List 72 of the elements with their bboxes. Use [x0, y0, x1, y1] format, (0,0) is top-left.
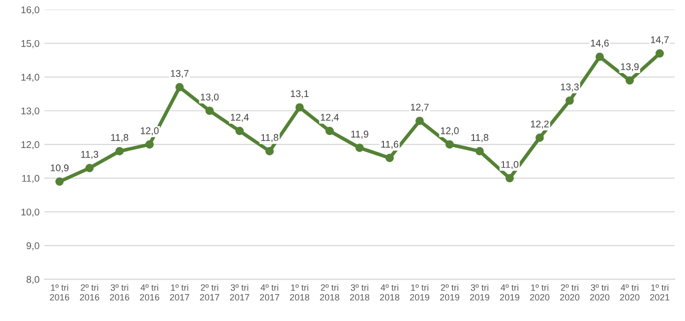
data-label: 13,3 — [560, 83, 579, 92]
point — [656, 49, 664, 58]
x-tick-label: 4º tri 2018 — [380, 284, 400, 300]
data-label: 12,0 — [140, 127, 159, 136]
data-label: 13,7 — [170, 70, 189, 78]
x-tick-label: 2º tri 2019 — [440, 284, 460, 300]
x-tick-label: 1º tri 2016 — [50, 284, 70, 300]
data-label: 11,6 — [381, 140, 398, 149]
y-tick-label: 8,0 — [26, 276, 40, 284]
point — [445, 140, 454, 149]
data-label: 11,9 — [351, 130, 368, 139]
x-tick-label: 1º tri 2020 — [530, 284, 550, 300]
point — [355, 144, 364, 152]
point — [415, 116, 424, 126]
y-tick-label: 14,0 — [21, 74, 40, 82]
point — [566, 96, 574, 105]
point — [506, 174, 514, 182]
x-tick-label: 2º tri 2020 — [560, 284, 580, 300]
data-label: 11,8 — [471, 134, 488, 142]
point — [115, 147, 124, 156]
x-tick-label: 1º tri 2018 — [290, 284, 310, 300]
data-label: 12,7 — [410, 104, 429, 112]
point — [536, 134, 544, 142]
x-tick-label: 3º tri 2020 — [590, 284, 610, 300]
point — [626, 76, 634, 85]
x-tick-label: 3º tri 2018 — [350, 284, 370, 300]
y-tick-label: 16,0 — [21, 6, 40, 14]
data-label: 13,9 — [620, 63, 639, 72]
point — [265, 147, 274, 156]
x-tick-label: 4º tri 2016 — [140, 284, 160, 300]
x-tick-label: 4º tri 2017 — [260, 284, 280, 300]
data-label: 11,3 — [81, 150, 98, 159]
point — [235, 126, 244, 136]
point — [205, 106, 214, 115]
data-label: 11,0 — [501, 161, 518, 170]
data-label: 12,4 — [320, 114, 339, 122]
data-label: 12,2 — [530, 120, 549, 129]
data-label: 11,8 — [261, 134, 278, 142]
point — [295, 103, 304, 112]
point — [385, 154, 394, 162]
data-label: 12,4 — [230, 114, 249, 122]
x-tick-label: 3º tri 2017 — [230, 284, 250, 300]
x-tick-label: 1º tri 2019 — [410, 284, 430, 300]
point — [85, 164, 94, 172]
y-tick-label: 11,0 — [22, 174, 40, 183]
x-tick-label: 3º tri 2016 — [110, 284, 130, 300]
point — [596, 52, 604, 61]
y-tick-label: 13,0 — [21, 107, 40, 116]
data-label: 10,9 — [50, 164, 69, 172]
y-tick-label: 12,0 — [21, 141, 40, 150]
y-tick-label: 15,0 — [21, 40, 40, 48]
x-tick-label: 2º tri 2016 — [80, 284, 100, 300]
data-label: 12,0 — [440, 127, 459, 136]
data-label: 13,1 — [290, 90, 309, 98]
data-label: 14,6 — [590, 40, 609, 48]
data-label: 14,7 — [651, 36, 669, 44]
x-tick-label: 4º tri 2020 — [620, 284, 640, 300]
y-tick-label: 9,0 — [26, 242, 40, 250]
point — [325, 126, 334, 136]
point — [55, 177, 64, 186]
x-tick-label: 1º tri 2021 — [650, 284, 670, 300]
data-label: 11,8 — [111, 134, 128, 142]
x-tick-label: 4º tri 2019 — [500, 284, 520, 300]
point — [175, 82, 184, 92]
point — [145, 140, 154, 149]
x-tick-label: 2º tri 2018 — [320, 284, 340, 300]
y-tick-label: 10,0 — [21, 208, 40, 217]
x-tick-label: 1º tri 2017 — [170, 284, 190, 300]
data-label: 13,0 — [200, 94, 219, 102]
point — [475, 147, 484, 156]
x-tick-label: 3º tri 2019 — [470, 284, 490, 300]
x-tick-label: 2º tri 2017 — [200, 284, 220, 300]
